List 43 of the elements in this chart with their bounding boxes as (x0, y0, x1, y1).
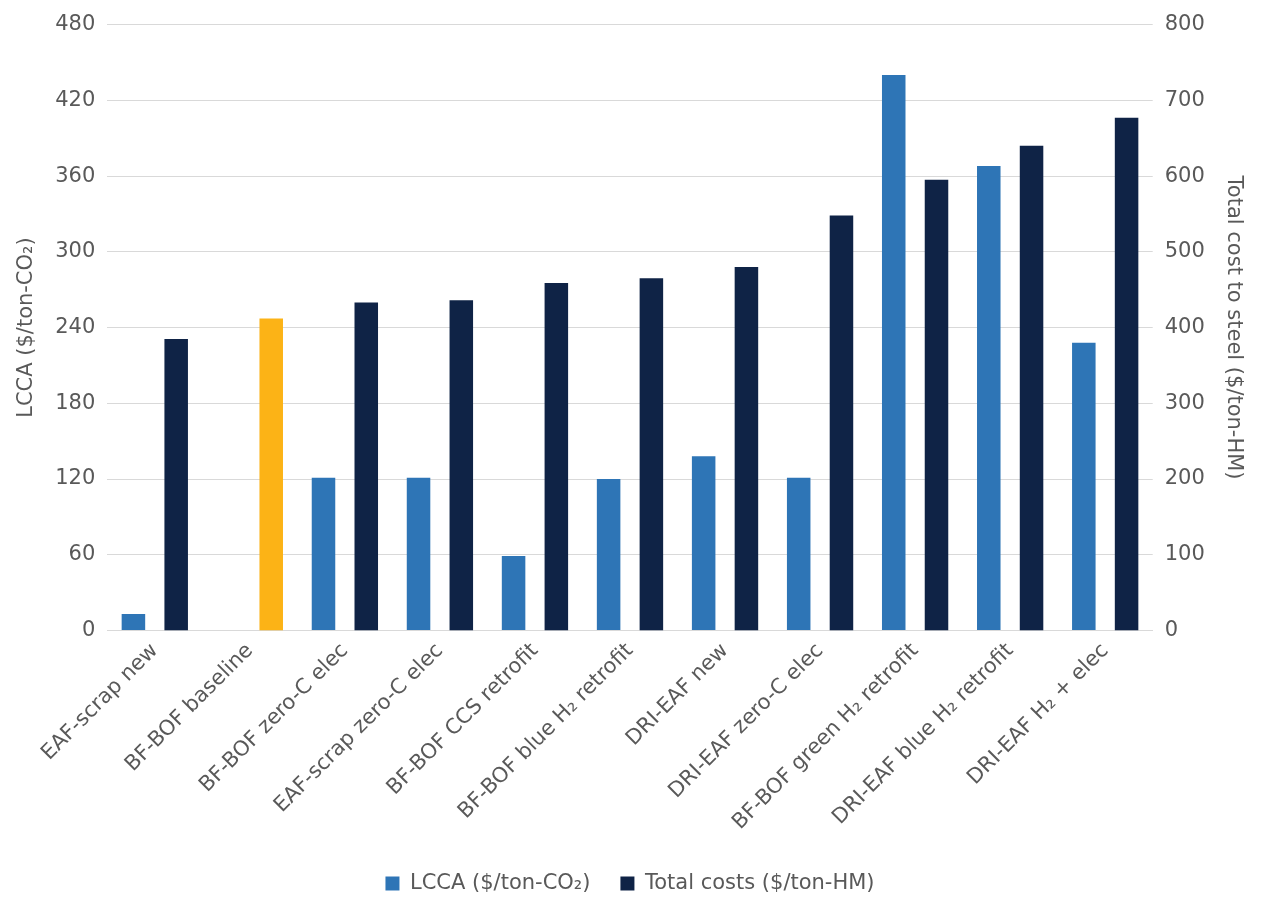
y-tick-label: 180 (55, 389, 96, 414)
bar (977, 165, 1001, 631)
bar (354, 302, 379, 631)
y2-tick-label: 300 (1164, 389, 1205, 414)
legend-label: LCCA ($/ton-CO₂) (409, 869, 591, 894)
y-tick-label: 0 (81, 616, 96, 641)
y-axis-title: LCCA ($/ton-CO₂) (13, 237, 38, 418)
y-tick-label: 300 (55, 238, 96, 263)
y2-tick-label: 700 (1164, 86, 1205, 111)
y-tick-label: 480 (55, 11, 96, 36)
bar (924, 179, 949, 631)
bar (786, 477, 811, 631)
bar (1114, 117, 1139, 631)
y-tick-label: 240 (55, 314, 96, 339)
bar (544, 282, 569, 631)
y2-tick-label: 400 (1164, 314, 1205, 339)
y2-axis-title: Total cost to steel ($/ton-HM) (1222, 174, 1247, 480)
bar (406, 477, 431, 631)
y2-tick-label: 500 (1164, 238, 1205, 263)
bar (311, 477, 336, 631)
y-tick-label: 120 (55, 465, 96, 490)
y2-tick-label: 100 (1164, 541, 1205, 566)
bar (501, 556, 526, 631)
bar (164, 338, 188, 631)
y-tick-label: 360 (55, 162, 96, 187)
bar (1019, 145, 1044, 631)
bar (121, 614, 146, 631)
bar (734, 266, 759, 631)
bar (639, 278, 664, 631)
bar (259, 318, 283, 631)
y2-tick-label: 800 (1164, 11, 1205, 36)
bar (691, 456, 716, 631)
bar (596, 479, 621, 631)
legend-label: Total costs ($/ton-HM) (643, 869, 875, 894)
y2-tick-label: 600 (1164, 162, 1205, 187)
bar (1072, 342, 1096, 631)
bar (449, 300, 474, 631)
bar (829, 215, 854, 631)
y2-tick-label: 0 (1164, 616, 1179, 641)
y-tick-label: 60 (68, 541, 96, 566)
y-tick-label: 420 (55, 86, 96, 111)
y2-tick-label: 200 (1164, 465, 1205, 490)
bar (881, 75, 906, 631)
